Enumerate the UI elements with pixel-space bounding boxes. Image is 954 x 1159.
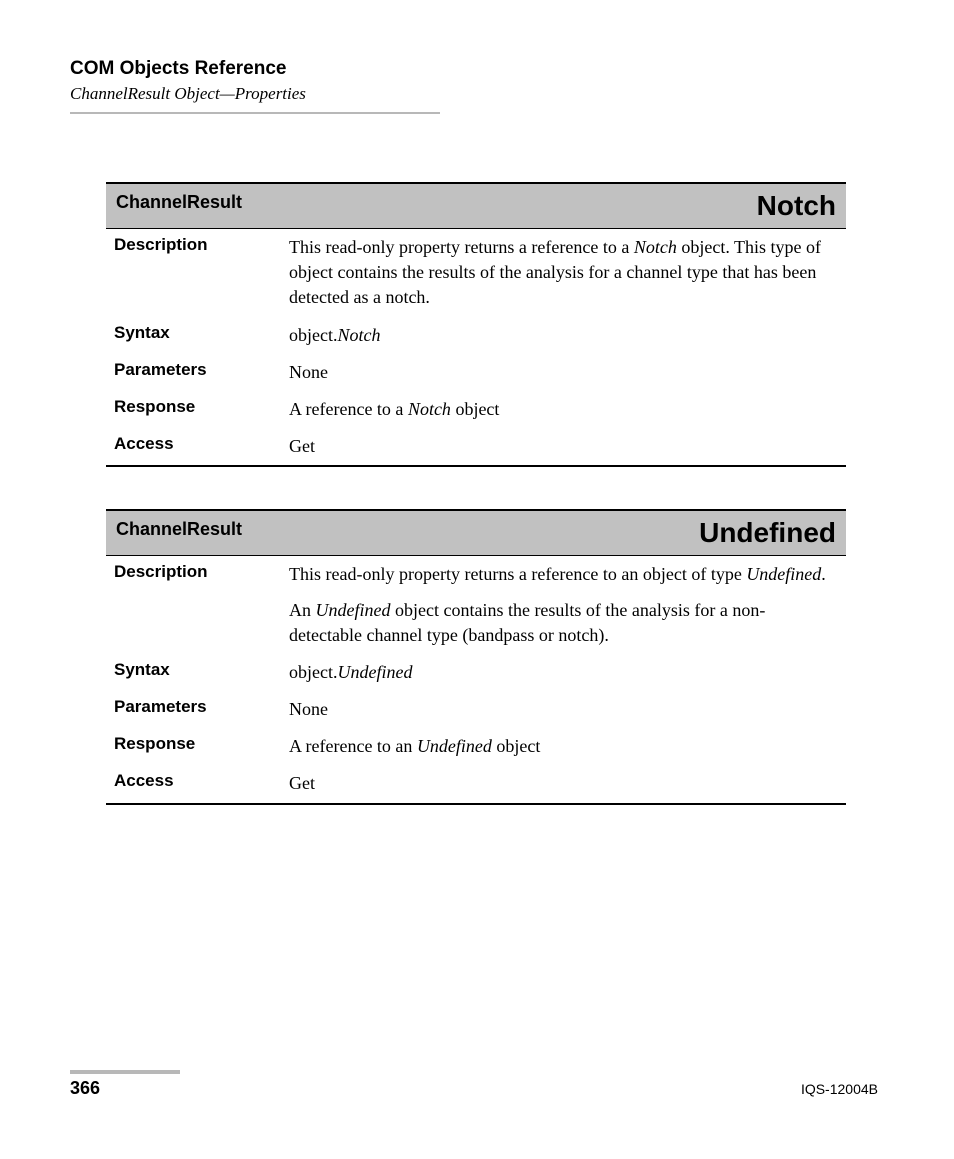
table-row: Description This read-only property retu… xyxy=(106,229,846,317)
row-label: Access xyxy=(106,765,281,803)
row-label: Access xyxy=(106,428,281,466)
row-label: Description xyxy=(106,229,281,317)
table-row: Syntax object.Undefined xyxy=(106,654,846,691)
row-value: None xyxy=(281,354,846,391)
footer-row: 366 IQS-12004B xyxy=(70,1078,878,1099)
row-value: object.Notch xyxy=(281,317,846,354)
footer-rule xyxy=(70,1070,180,1074)
row-value: None xyxy=(281,691,846,728)
page-number: 366 xyxy=(70,1078,100,1099)
table-row: Parameters None xyxy=(106,691,846,728)
row-label: Response xyxy=(106,728,281,765)
row-value: object.Undefined xyxy=(281,654,846,691)
table-row: Access Get xyxy=(106,428,846,466)
row-value: This read-only property returns a refere… xyxy=(281,556,846,654)
table-row: Description This read-only property retu… xyxy=(106,556,846,654)
document-code: IQS-12004B xyxy=(801,1081,878,1097)
object-name: ChannelResult xyxy=(106,510,281,556)
header-title: COM Objects Reference xyxy=(70,58,878,80)
row-label: Parameters xyxy=(106,691,281,728)
row-label: Response xyxy=(106,391,281,428)
property-table-notch: ChannelResult Notch Description This rea… xyxy=(106,182,846,467)
row-label: Parameters xyxy=(106,354,281,391)
table-row: Syntax object.Notch xyxy=(106,317,846,354)
row-label: Syntax xyxy=(106,654,281,691)
row-value: Get xyxy=(281,765,846,803)
page-footer: 366 IQS-12004B xyxy=(70,1070,878,1099)
table-row: Response A reference to a Notch object xyxy=(106,391,846,428)
property-name: Notch xyxy=(281,183,846,229)
row-value: Get xyxy=(281,428,846,466)
table-header-row: ChannelResult Undefined xyxy=(106,510,846,556)
row-value: This read-only property returns a refere… xyxy=(281,229,846,317)
table-row: Response A reference to an Undefined obj… xyxy=(106,728,846,765)
table-row: Access Get xyxy=(106,765,846,803)
row-label: Description xyxy=(106,556,281,654)
header-subtitle: ChannelResult Object—Properties xyxy=(70,84,878,104)
property-table-undefined: ChannelResult Undefined Description This… xyxy=(106,509,846,804)
page-header: COM Objects Reference ChannelResult Obje… xyxy=(70,58,878,114)
header-rule xyxy=(70,112,440,114)
object-name: ChannelResult xyxy=(106,183,281,229)
table-row: Parameters None xyxy=(106,354,846,391)
page: COM Objects Reference ChannelResult Obje… xyxy=(0,0,954,1159)
row-label: Syntax xyxy=(106,317,281,354)
property-name: Undefined xyxy=(281,510,846,556)
row-value: A reference to a Notch object xyxy=(281,391,846,428)
row-value: A reference to an Undefined object xyxy=(281,728,846,765)
table-header-row: ChannelResult Notch xyxy=(106,183,846,229)
